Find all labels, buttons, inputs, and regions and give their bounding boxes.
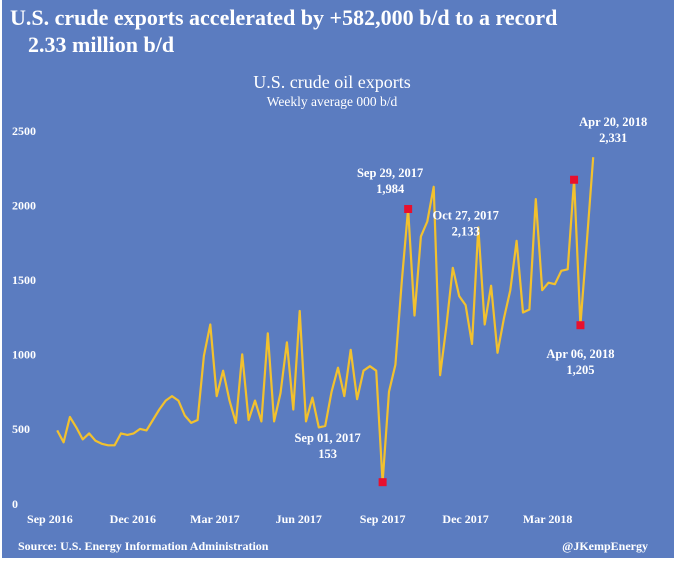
highlight-marker <box>404 204 413 213</box>
x-tick-label: Dec 2016 <box>110 512 156 526</box>
annotation-value: 1,984 <box>376 182 405 196</box>
highlight-marker <box>570 175 579 184</box>
chart-subtitle: U.S. crude oil exports <box>253 72 410 92</box>
x-tick-label: Sep 2016 <box>27 512 73 526</box>
x-tick-label: Mar 2018 <box>523 512 572 526</box>
x-tick-label: Mar 2017 <box>190 512 239 526</box>
source: Source: U.S. Energy Information Administ… <box>18 539 269 553</box>
y-tick-label: 1500 <box>12 273 36 287</box>
credit: @JKempEnergy <box>562 539 648 553</box>
x-tick-label: Sep 2017 <box>360 512 406 526</box>
annotation-date: Sep 29, 2017 <box>357 166 423 180</box>
annotation-value: 2,331 <box>599 131 627 145</box>
chart-title: U.S. crude exports accelerated by +582,0… <box>10 5 557 30</box>
annotation-date: Apr 20, 2018 <box>579 115 647 129</box>
y-tick-label: 2000 <box>12 198 36 212</box>
background <box>2 0 674 558</box>
annotation-value: 1,205 <box>566 363 594 377</box>
highlight-marker <box>378 478 387 487</box>
y-tick-label: 2500 <box>12 124 36 138</box>
annotation-date: Oct 27, 2017 <box>433 209 499 223</box>
y-tick-label: 0 <box>12 497 18 511</box>
y-label: Weekly average 000 b/d <box>267 94 398 109</box>
y-tick-label: 1000 <box>12 348 36 362</box>
highlight-marker <box>576 321 585 330</box>
annotation-value: 2,133 <box>452 225 480 239</box>
annotation-date: Apr 06, 2018 <box>546 347 614 361</box>
y-tick-label: 500 <box>12 422 30 436</box>
annotation-value: 153 <box>318 447 337 461</box>
chart-title: 2.33 million b/d <box>28 32 174 57</box>
data-line <box>56 157 595 484</box>
x-tick-label: Dec 2017 <box>442 512 488 526</box>
x-tick-label: Jun 2017 <box>276 512 322 526</box>
annotation-date: Sep 01, 2017 <box>294 431 360 445</box>
